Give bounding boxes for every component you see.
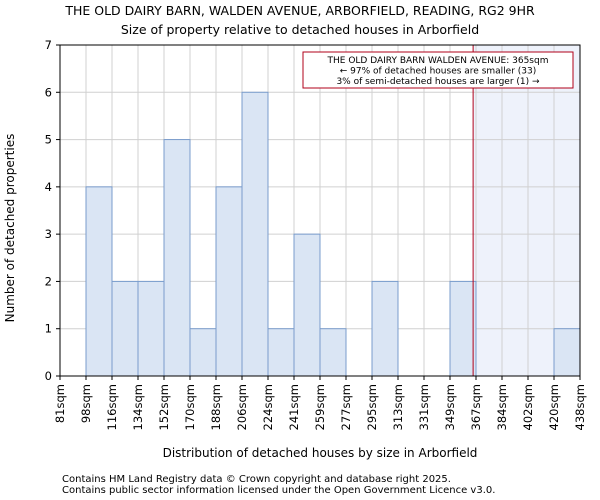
bar <box>163 139 191 377</box>
x-tick-label: 241sqm <box>287 384 301 430</box>
x-tick-label: 367sqm <box>469 384 483 430</box>
highlight-region <box>473 45 580 376</box>
annotation-line-1: THE OLD DAIRY BARN WALDEN AVENUE: 365sqm <box>327 56 549 66</box>
y-tick-label: 5 <box>45 133 52 147</box>
x-tick-label: 295sqm <box>365 384 379 430</box>
x-tick-label: 259sqm <box>313 384 327 430</box>
bar <box>267 328 295 377</box>
bar <box>449 280 477 377</box>
x-tick-label: 116sqm <box>105 384 119 430</box>
bar <box>241 91 269 377</box>
x-tick-label: 81sqm <box>53 384 67 423</box>
bar <box>553 328 581 377</box>
x-tick-label: 152sqm <box>157 384 171 430</box>
x-tick-label: 331sqm <box>417 384 431 430</box>
bar <box>111 280 139 377</box>
x-axis-label: Distribution of detached houses by size … <box>163 446 478 460</box>
footer-line-2: Contains public sector information licen… <box>62 485 496 496</box>
bar <box>189 328 217 377</box>
bar <box>293 233 321 377</box>
annotation-line-2: ← 97% of detached houses are smaller (33… <box>340 67 537 77</box>
annotation-box: THE OLD DAIRY BARN WALDEN AVENUE: 365sqm… <box>302 51 574 89</box>
x-tick-label: 402sqm <box>521 384 535 430</box>
y-tick-label: 6 <box>45 85 52 99</box>
y-tick-label: 0 <box>45 369 52 383</box>
x-tick-label: 313sqm <box>391 384 405 430</box>
x-tick-label: 206sqm <box>235 384 249 430</box>
x-tick-label: 438sqm <box>573 384 587 430</box>
y-ticks: 0 1 2 3 4 5 6 7 <box>45 38 60 383</box>
footer-line-1: Contains HM Land Registry data © Crown c… <box>62 474 451 485</box>
y-tick-label: 1 <box>45 322 52 336</box>
x-ticks: 81sqm 98sqm 116sqm 134sqm 152sqm 170sqm 188sqm… <box>53 376 587 430</box>
annotation-line-3: 3% of semi-detached houses are larger (1… <box>336 77 540 87</box>
y-tick-label: 2 <box>45 274 52 288</box>
x-tick-label: 384sqm <box>495 384 509 430</box>
chart-title: THE OLD DAIRY BARN, WALDEN AVENUE, ARBOR… <box>64 3 535 18</box>
y-axis-label: Number of detached properties <box>3 134 17 323</box>
chart: THE OLD DAIRY BARN, WALDEN AVENUE, ARBOR… <box>3 3 587 460</box>
y-tick-label: 7 <box>45 38 52 52</box>
bar <box>85 186 113 377</box>
x-tick-label: 420sqm <box>547 384 561 430</box>
x-tick-label: 349sqm <box>443 384 457 430</box>
x-tick-label: 188sqm <box>209 384 223 430</box>
bar <box>137 280 165 377</box>
x-tick-label: 170sqm <box>183 384 197 430</box>
bar <box>319 328 347 377</box>
y-tick-label: 3 <box>45 227 52 241</box>
chart-subtitle: Size of property relative to detached ho… <box>121 22 479 37</box>
x-tick-label: 277sqm <box>339 384 353 430</box>
y-tick-label: 4 <box>45 180 52 194</box>
x-tick-label: 134sqm <box>131 384 145 430</box>
bar <box>371 280 399 377</box>
bar <box>215 186 243 377</box>
annotation-frame <box>302 51 574 89</box>
x-tick-label: 98sqm <box>79 384 93 423</box>
x-tick-label: 224sqm <box>261 384 275 430</box>
